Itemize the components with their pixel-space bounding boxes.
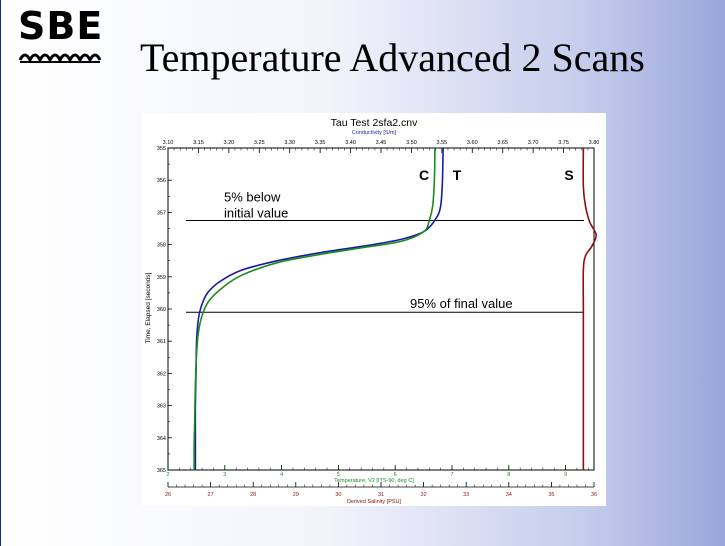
bottom-axis-1-tick-label: 7 [450,472,453,478]
bottom-axis-2-tick-label: 35 [548,492,554,498]
y-tick-label: 363 [157,404,166,410]
top-axis-tick-label: 3.45 [376,140,387,146]
slide-left-border [0,0,1,546]
bottom-axis-2-tick-label: 36 [591,492,597,498]
bottom-axis-1-label: Temperature, V2 [ITS-90, deg C] [334,478,414,484]
y-tick-label: 360 [157,307,166,313]
reference-label: 5% below [224,189,281,204]
y-tick-label: 357 [157,210,166,216]
y-tick-label: 365 [157,468,166,474]
bottom-axis-1-tick-label: 9 [564,472,567,478]
top-axis-tick-label: 3.15 [193,140,204,146]
y-axis-label: Time, Elapsed [seconds] [145,272,152,343]
top-axis-tick-label: 3.30 [284,140,295,146]
bottom-axis-2-tick-label: 33 [463,492,469,498]
bottom-axis-2-tick-label: 28 [250,492,256,498]
series-line-s [582,147,597,470]
logo-waves-icon [18,53,102,64]
bottom-axis-1-tick-label: 6 [394,472,397,478]
bottom-axis-1-tick-label: 8 [507,472,510,478]
tau-test-chart: Tau Test 2sfa2.cnv Conductivity [S/m] Ti… [145,117,600,505]
bottom-axis-1-tick-label: 3 [223,472,226,478]
series-line-t [193,147,436,471]
slide-title: Temperature Advanced 2 Scans [140,35,645,80]
top-axis-tick-label: 3.70 [528,140,539,146]
top-axis-tick-label: 3.75 [558,140,569,146]
top-axis-tick-label: 3.10 [163,140,174,146]
bottom-axis-2-tick-label: 34 [506,492,512,498]
sbe-logo: SBE [18,4,138,68]
bottom-axis-2-label: Derived Salinity [PSU] [347,499,402,505]
top-axis-tick-label: 3.35 [315,140,326,146]
chart-title: Tau Test 2sfa2.cnv [331,117,419,129]
bottom-axis-2-tick-label: 27 [208,492,214,498]
top-axis-tick-label: 3.80 [589,140,600,146]
bottom-axis-2-tick-label: 30 [335,492,341,498]
bottom-axis-1-tick-label: 5 [337,472,340,478]
bottom-axis-1-tick-label: 2 [166,472,169,478]
y-tick-label: 356 [157,178,166,184]
top-axis-tick-label: 3.55 [436,140,447,146]
y-tick-label: 355 [157,146,166,152]
y-tick-label: 359 [157,275,166,281]
bottom-axis-2-tick-label: 26 [165,492,171,498]
bottom-axis-2-tick-label: 32 [421,492,427,498]
series-label-c: C [419,167,429,183]
reference-label: initial value [224,205,288,220]
y-tick-label: 362 [157,371,166,377]
top-axis-tick-label: 3.25 [254,140,265,146]
series-label-t: T [453,167,462,183]
top-axis-tick-label: 3.65 [497,140,508,146]
series-label-s: S [564,167,573,183]
reference-label: 95% of final value [410,296,513,311]
bottom-axis-2-tick-label: 31 [378,492,384,498]
y-tick-label: 361 [157,339,166,345]
bottom-axis-1-tick-label: 4 [280,472,283,478]
top-axis-tick-label: 3.20 [223,140,234,146]
top-axis-tick-label: 3.60 [467,140,478,146]
top-axis-tick-label: 3.50 [406,140,417,146]
bottom-axis-2-tick-label: 29 [293,492,299,498]
top-axis-tick-label: 3.40 [345,140,356,146]
chart-panel: Tau Test 2sfa2.cnv Conductivity [S/m] Ti… [142,113,606,506]
logo-text: SBE [18,4,104,48]
y-tick-label: 358 [157,243,166,249]
top-axis-label: Conductivity [S/m] [352,130,397,136]
y-tick-label: 364 [157,436,166,442]
